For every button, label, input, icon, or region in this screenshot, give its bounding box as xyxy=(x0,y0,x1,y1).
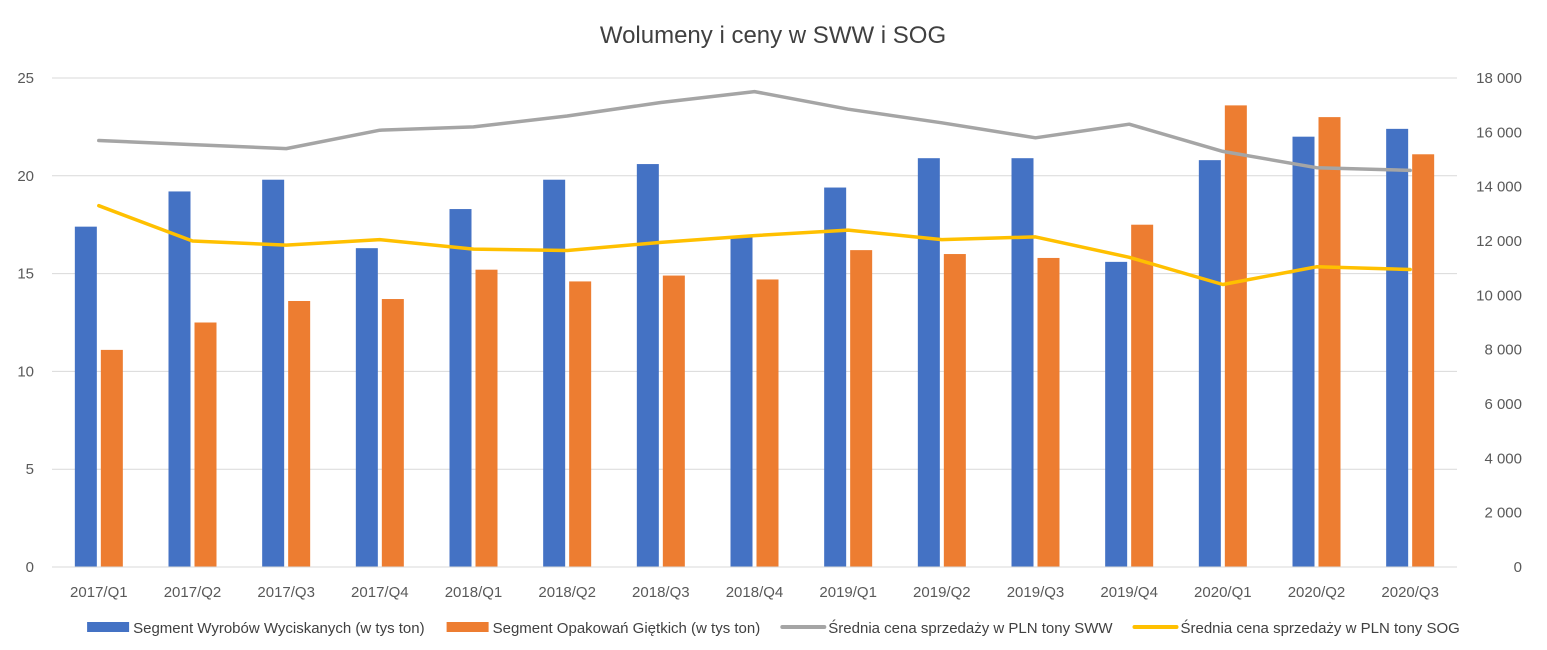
bars xyxy=(74,105,1435,568)
bar xyxy=(449,209,472,567)
x-axis-tick-label: 2020/Q1 xyxy=(1194,584,1252,601)
bar xyxy=(943,254,966,568)
right-axis-tick-label: 12 000 xyxy=(1476,233,1522,250)
bar xyxy=(168,191,191,567)
bar xyxy=(756,279,779,567)
left-axis-tick-label: 15 xyxy=(17,266,34,283)
right-axis-tick-label: 8 000 xyxy=(1484,342,1522,359)
bar xyxy=(288,300,311,567)
x-axis-tick-label: 2018/Q2 xyxy=(538,584,596,601)
right-axis-tick-label: 2 000 xyxy=(1484,505,1522,522)
legend-label: Średnia cena sprzedaży w PLN tony SOG xyxy=(1181,619,1460,637)
left-axis-tick-label: 20 xyxy=(17,168,34,185)
legend-swatch xyxy=(446,622,489,632)
right-axis-tick-label: 10 000 xyxy=(1476,287,1522,304)
x-axis-tick-label: 2017/Q1 xyxy=(70,584,128,601)
x-axis-tick-label: 2017/Q4 xyxy=(351,584,409,601)
x-axis-tick-label: 2018/Q3 xyxy=(632,584,690,601)
bar xyxy=(824,187,847,567)
bar xyxy=(1198,160,1221,568)
x-axis: 2017/Q1 2017/Q2 2017/Q3 2017/Q4 2018/Q1 2018/… xyxy=(52,566,1457,601)
legend-item: Segment Opakowań Giętkich (w tys ton) xyxy=(446,620,761,637)
bar xyxy=(1386,128,1409,567)
bar xyxy=(1318,117,1341,568)
bar xyxy=(730,236,753,567)
bar xyxy=(1105,261,1128,567)
right-axis-tick-label: 16 000 xyxy=(1476,124,1522,141)
legend-item: Segment Wyrobów Wyciskanych (w tys ton) xyxy=(87,620,425,637)
left-axis: 0 5 10 15 20 25 xyxy=(17,70,34,576)
x-axis-tick-label: 2019/Q3 xyxy=(1007,584,1065,601)
right-axis-tick-label: 4 000 xyxy=(1484,450,1522,467)
bar xyxy=(543,179,566,567)
bar xyxy=(194,322,217,567)
chart-title: Wolumeny i ceny w SWW i SOG xyxy=(600,22,946,49)
x-axis-tick-label: 2017/Q2 xyxy=(164,584,222,601)
x-axis-tick-label: 2019/Q4 xyxy=(1100,584,1158,601)
left-axis-tick-label: 25 xyxy=(17,70,34,87)
right-axis-tick-label: 18 000 xyxy=(1476,70,1522,87)
x-axis-tick-label: 2018/Q1 xyxy=(445,584,503,601)
legend-item: Średnia cena sprzedaży w PLN tony SWW xyxy=(780,619,1113,637)
x-axis-tick-label: 2020/Q3 xyxy=(1381,584,1439,601)
left-axis-tick-label: 10 xyxy=(17,363,34,380)
bar xyxy=(1412,154,1435,567)
right-axis-tick-label: 14 000 xyxy=(1476,179,1522,196)
bar xyxy=(74,226,97,567)
bar xyxy=(1292,136,1315,567)
x-axis-tick-label: 2019/Q2 xyxy=(913,584,971,601)
bar xyxy=(475,269,498,567)
bar xyxy=(100,349,123,567)
legend-label: Segment Opakowań Giętkich (w tys ton) xyxy=(493,620,761,637)
bar xyxy=(262,179,285,567)
x-axis-tick-label: 2020/Q2 xyxy=(1288,584,1346,601)
legend-label: Średnia cena sprzedaży w PLN tony SWW xyxy=(828,619,1113,637)
bar xyxy=(636,164,659,567)
bar xyxy=(1037,257,1060,567)
x-axis-tick-label: 2018/Q4 xyxy=(726,584,784,601)
series-line xyxy=(97,89,1412,173)
bar xyxy=(917,158,940,568)
bar xyxy=(1011,158,1034,568)
bar xyxy=(1224,105,1247,567)
lines xyxy=(97,89,1412,287)
right-axis-tick-label: 0 xyxy=(1514,559,1522,576)
x-axis-tick-label: 2019/Q1 xyxy=(819,584,877,601)
bar xyxy=(569,281,592,567)
bar xyxy=(850,250,873,568)
left-axis-tick-label: 5 xyxy=(26,461,34,478)
bar xyxy=(1131,224,1154,567)
series-line xyxy=(97,203,1412,287)
legend-item: Średnia cena sprzedaży w PLN tony SOG xyxy=(1132,619,1460,637)
bar xyxy=(355,248,378,567)
bar xyxy=(381,299,404,567)
x-axis-tick-label: 2017/Q3 xyxy=(257,584,315,601)
left-axis-tick-label: 0 xyxy=(26,559,34,576)
legend-swatch xyxy=(87,622,130,632)
legend-label: Segment Wyrobów Wyciskanych (w tys ton) xyxy=(133,620,424,637)
right-axis: 0 2 000 4 000 6 000 8 000 10 000 12 000 14 000 1… xyxy=(1476,70,1522,576)
bar xyxy=(662,275,685,567)
legend: Segment Wyrobów Wyciskanych (w tys ton) S… xyxy=(87,619,1460,637)
right-axis-tick-label: 6 000 xyxy=(1484,396,1522,413)
